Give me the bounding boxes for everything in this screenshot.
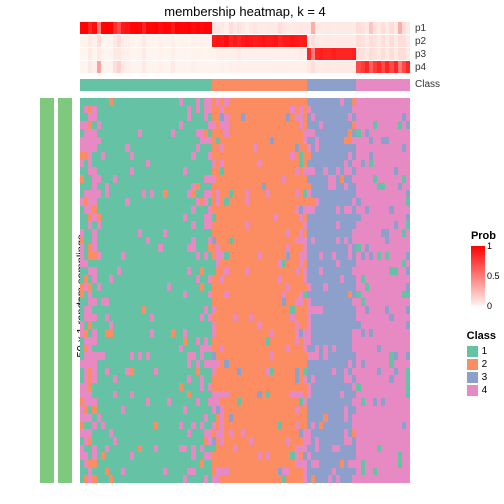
membership-heatmap	[80, 98, 410, 483]
class-label: 2	[482, 359, 488, 370]
class-swatch	[467, 359, 478, 370]
label-p2: p2	[415, 36, 426, 47]
class-label: 1	[482, 346, 488, 357]
track-class	[80, 79, 410, 91]
label-p1: p1	[415, 23, 426, 34]
prob-gradient: 10.50	[471, 246, 485, 306]
class-swatch	[467, 372, 478, 383]
class-legend-item: 2	[467, 359, 496, 370]
top-annotation-tracks	[80, 22, 410, 92]
label-p4: p4	[415, 62, 426, 73]
prob-tick: 0	[487, 301, 492, 311]
prob-tick: 0.5	[487, 271, 500, 281]
class-legend: Class 1 2 3 4	[467, 330, 496, 398]
class-legend-title: Class	[467, 330, 496, 342]
track-p3	[80, 48, 410, 60]
prob-tick: 1	[487, 241, 492, 251]
class-swatch	[467, 385, 478, 396]
track-p1	[80, 22, 410, 34]
class-label: 4	[482, 385, 488, 396]
class-label: 3	[482, 372, 488, 383]
track-p4	[80, 61, 410, 73]
row-annotation-rows	[58, 98, 72, 483]
row-annotation-samplings	[40, 98, 54, 483]
chart-title: membership heatmap, k = 4	[80, 4, 410, 19]
prob-legend: Prob 10.50	[471, 230, 496, 306]
prob-legend-title: Prob	[471, 230, 496, 242]
class-legend-item: 3	[467, 372, 496, 383]
class-legend-item: 4	[467, 385, 496, 396]
track-p2	[80, 35, 410, 47]
class-legend-item: 1	[467, 346, 496, 357]
label-p3: p3	[415, 49, 426, 60]
label-class: Class	[415, 79, 440, 90]
class-swatch	[467, 346, 478, 357]
